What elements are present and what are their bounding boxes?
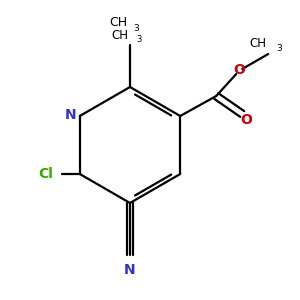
- Text: O: O: [240, 113, 252, 127]
- Text: N: N: [65, 108, 76, 122]
- Text: CH: CH: [111, 29, 128, 42]
- Text: 3: 3: [276, 44, 282, 53]
- Text: CH: CH: [249, 37, 266, 50]
- Text: O: O: [233, 63, 245, 77]
- Text: 3: 3: [136, 35, 141, 44]
- Text: Cl: Cl: [38, 167, 53, 181]
- Text: N: N: [124, 263, 136, 277]
- Text: CH: CH: [109, 16, 127, 29]
- Text: 3: 3: [133, 24, 139, 33]
